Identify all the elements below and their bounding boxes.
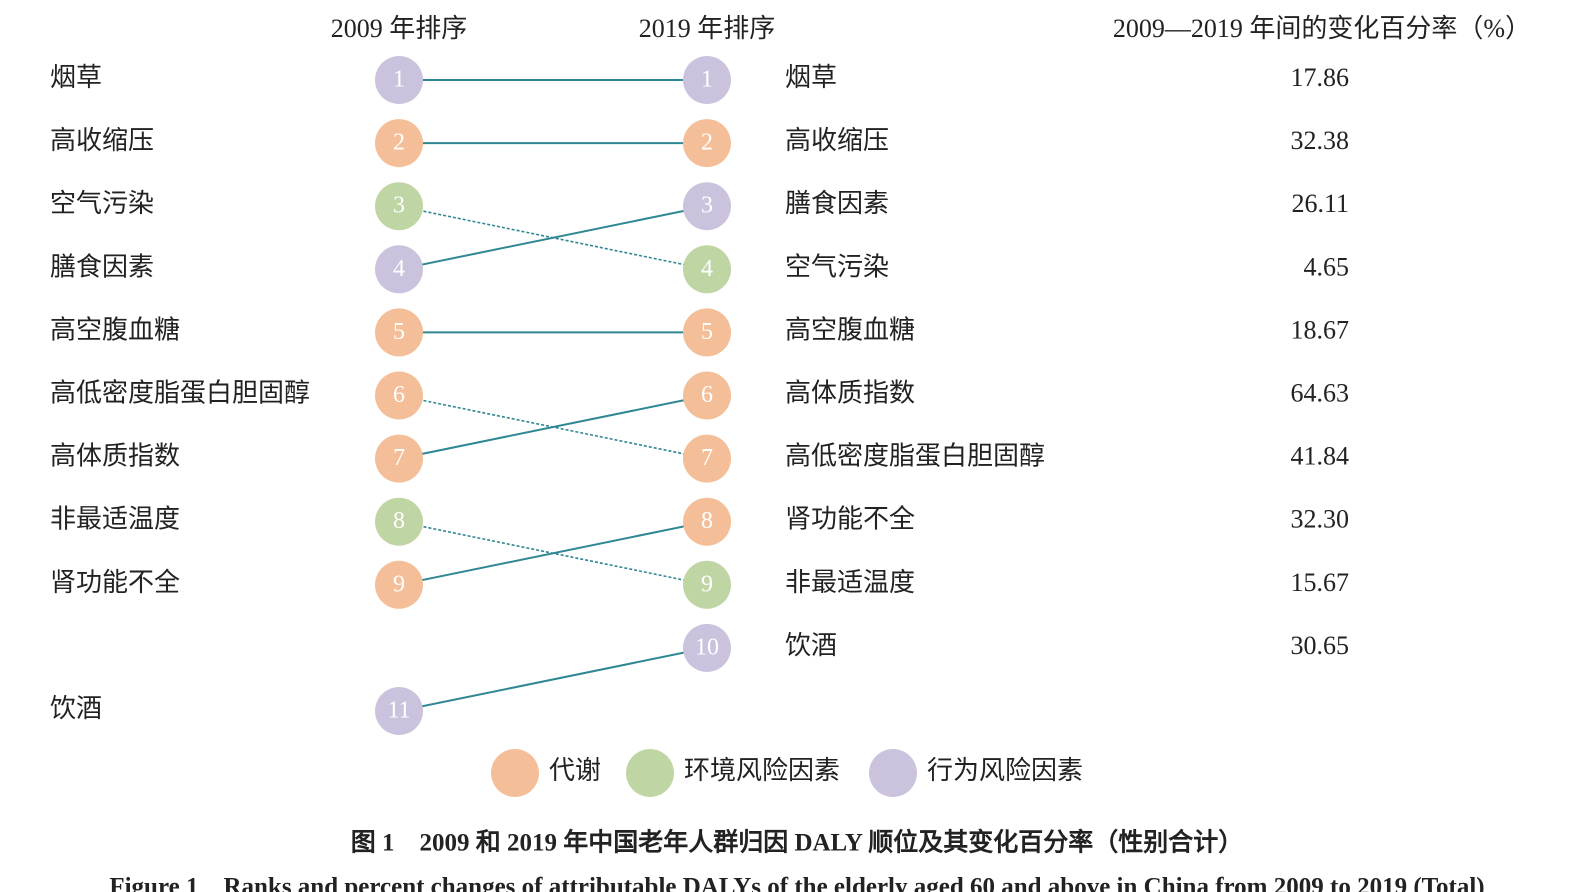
right-label: 空气污染 xyxy=(785,252,889,281)
rank-circle xyxy=(683,371,731,420)
left-label: 非最适温度 xyxy=(50,505,180,534)
rank-link xyxy=(398,646,708,712)
rank-circle xyxy=(683,560,731,609)
rank-number: 3 xyxy=(701,193,713,219)
legend-label: 代谢 xyxy=(549,756,601,785)
rank-number: 6 xyxy=(701,382,713,408)
right-label: 饮酒 xyxy=(785,631,837,660)
rank-circle xyxy=(375,308,423,357)
rank-circle xyxy=(375,497,423,546)
rank-number: 10 xyxy=(695,634,719,660)
rank-number: 4 xyxy=(701,256,713,282)
change-value: 18.67 xyxy=(1291,315,1350,344)
change-value: 32.30 xyxy=(1291,505,1350,534)
rank-number: 7 xyxy=(701,445,713,471)
change-value: 4.65 xyxy=(1304,252,1350,281)
rank-number: 4 xyxy=(393,256,405,282)
rank-circle xyxy=(375,371,423,420)
rank-link xyxy=(398,394,708,460)
legend-label: 行为风险因素 xyxy=(927,756,1083,785)
rank-circle xyxy=(683,245,731,294)
header-change: 2009—2019 年间的变化百分率（%） xyxy=(1113,14,1531,43)
caption: 图 1 2009 和 2019 年中国老年人群归因 DALY 顺位及其变化百分率… xyxy=(351,828,1244,857)
change-value: 32.38 xyxy=(1291,126,1350,155)
legend-swatch xyxy=(626,749,674,797)
right-label: 高收缩压 xyxy=(785,126,889,155)
left-label: 高低密度脂蛋白胆固醇 xyxy=(50,378,310,407)
rank-number: 2 xyxy=(393,130,405,156)
right-label: 高低密度脂蛋白胆固醇 xyxy=(785,442,1045,471)
rank-number: 3 xyxy=(393,193,405,219)
rank-number: 8 xyxy=(701,508,713,534)
rank-circle xyxy=(375,434,423,483)
right-label: 非最适温度 xyxy=(785,568,915,597)
legend-label: 环境风险因素 xyxy=(684,756,840,785)
rank-number: 1 xyxy=(701,67,713,93)
right-label: 膳食因素 xyxy=(785,189,889,218)
change-value: 41.84 xyxy=(1291,442,1350,471)
rank-number: 7 xyxy=(393,445,405,471)
left-label: 膳食因素 xyxy=(50,252,154,281)
change-value: 64.63 xyxy=(1291,378,1350,407)
rank-circle xyxy=(683,308,731,357)
rank-circle xyxy=(683,434,731,483)
right-label: 烟草 xyxy=(785,63,837,92)
left-label: 高收缩压 xyxy=(50,126,154,155)
rank-number: 2 xyxy=(701,130,713,156)
legend-swatch xyxy=(869,749,917,797)
change-value: 15.67 xyxy=(1291,568,1350,597)
rank-number: 6 xyxy=(393,382,405,408)
rank-circle xyxy=(683,119,731,168)
rank-link xyxy=(398,520,708,586)
left-label: 空气污染 xyxy=(50,189,154,218)
left-label: 肾功能不全 xyxy=(50,568,180,597)
rank-number: 5 xyxy=(701,319,713,345)
rank-number: 9 xyxy=(393,571,405,597)
rank-circle xyxy=(375,182,423,231)
rank-number: 5 xyxy=(393,319,405,345)
rank-link xyxy=(398,205,708,271)
left-label: 烟草 xyxy=(50,63,102,92)
right-label: 高空腹血糖 xyxy=(785,315,915,344)
left-label: 饮酒 xyxy=(50,694,102,723)
rank-circle xyxy=(375,245,423,294)
left-label: 高空腹血糖 xyxy=(50,315,180,344)
rank-number: 9 xyxy=(701,571,713,597)
header-2009: 2009 年排序 xyxy=(331,14,468,43)
rank-circle xyxy=(683,497,731,546)
change-value: 17.86 xyxy=(1291,63,1350,92)
change-value: 30.65 xyxy=(1291,631,1350,660)
rank-circle xyxy=(375,119,423,168)
left-label: 高体质指数 xyxy=(50,442,180,471)
rank-circle xyxy=(375,560,423,609)
rank-number: 1 xyxy=(393,67,405,93)
rank-circle xyxy=(683,623,731,672)
right-label: 高体质指数 xyxy=(785,378,915,407)
right-label: 肾功能不全 xyxy=(785,505,915,534)
rank-circle xyxy=(683,56,731,104)
rank-circle xyxy=(375,687,423,735)
rank-number: 11 xyxy=(387,698,410,724)
rank-number: 8 xyxy=(393,508,405,534)
caption-en: Figure 1 Ranks and percent changes of at… xyxy=(109,874,1484,892)
rank-circle xyxy=(375,56,423,104)
header-2019: 2019 年排序 xyxy=(639,14,776,43)
change-value: 26.11 xyxy=(1291,189,1349,218)
rank-circle xyxy=(683,182,731,231)
legend-swatch xyxy=(491,749,539,797)
